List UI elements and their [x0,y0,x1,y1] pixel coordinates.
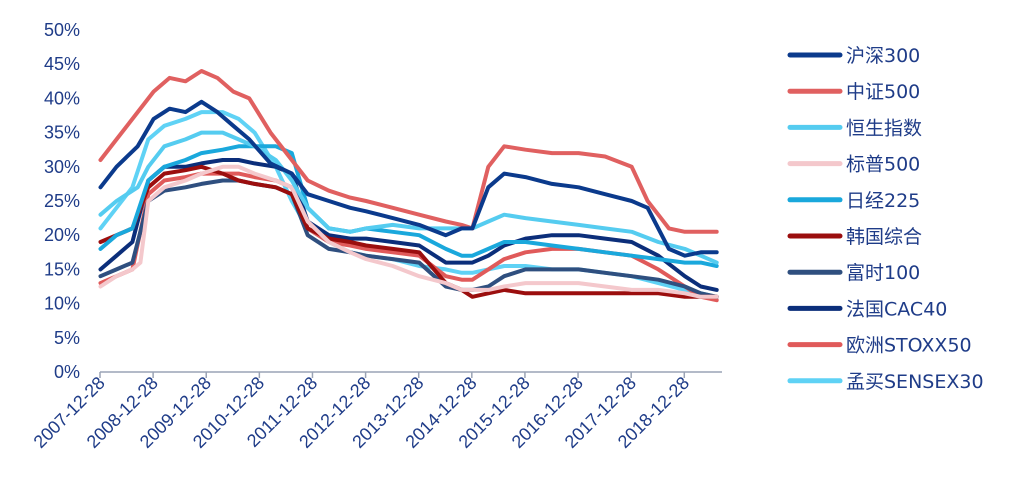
x-axis: 2007-12-282008-12-282009-12-282010-12-28… [30,371,722,452]
series-line-2 [98,69,719,234]
y-tick-label: 10% [44,294,80,314]
series-line-4 [98,164,719,299]
legend-label: 富时100 [846,262,920,284]
legend-label: 韩国综合 [846,226,922,248]
series-line-6 [98,164,719,299]
y-tick-label: 40% [44,88,80,108]
legend-label: 孟买SENSEX30 [846,371,984,393]
legend-label: 法国CAC40 [846,298,947,320]
y-tick-label: 5% [54,328,80,348]
series-line-9 [98,171,719,303]
legend-label: 标普500 [846,154,920,176]
y-tick-label: 25% [44,191,80,211]
series-line-7 [98,178,719,299]
y-tick-label: 15% [44,259,80,279]
legend-label: 沪深300 [846,45,920,67]
series-lines [98,69,719,303]
y-tick-label: 45% [44,54,80,74]
series-line-8 [98,158,719,292]
y-tick-label: 0% [54,362,80,382]
y-tick-label: 35% [44,123,80,143]
legend-label: 日经225 [846,190,920,212]
y-axis-labels: 0% 5% 10% 15% 20% 25% 30% 35% 40% 45% 50% [44,20,80,382]
series-line-5 [98,144,719,268]
legend-label: 欧洲STOXX50 [846,335,972,357]
legend-label: 中证500 [846,81,920,103]
y-tick-label: 50% [44,20,80,40]
series-line-10 [98,110,719,299]
y-tick-label: 20% [44,225,80,245]
series-line-1 [98,99,719,258]
y-tick-label: 30% [44,157,80,177]
series-line-3 [98,130,719,265]
legend-label: 恒生指数 [846,117,922,139]
